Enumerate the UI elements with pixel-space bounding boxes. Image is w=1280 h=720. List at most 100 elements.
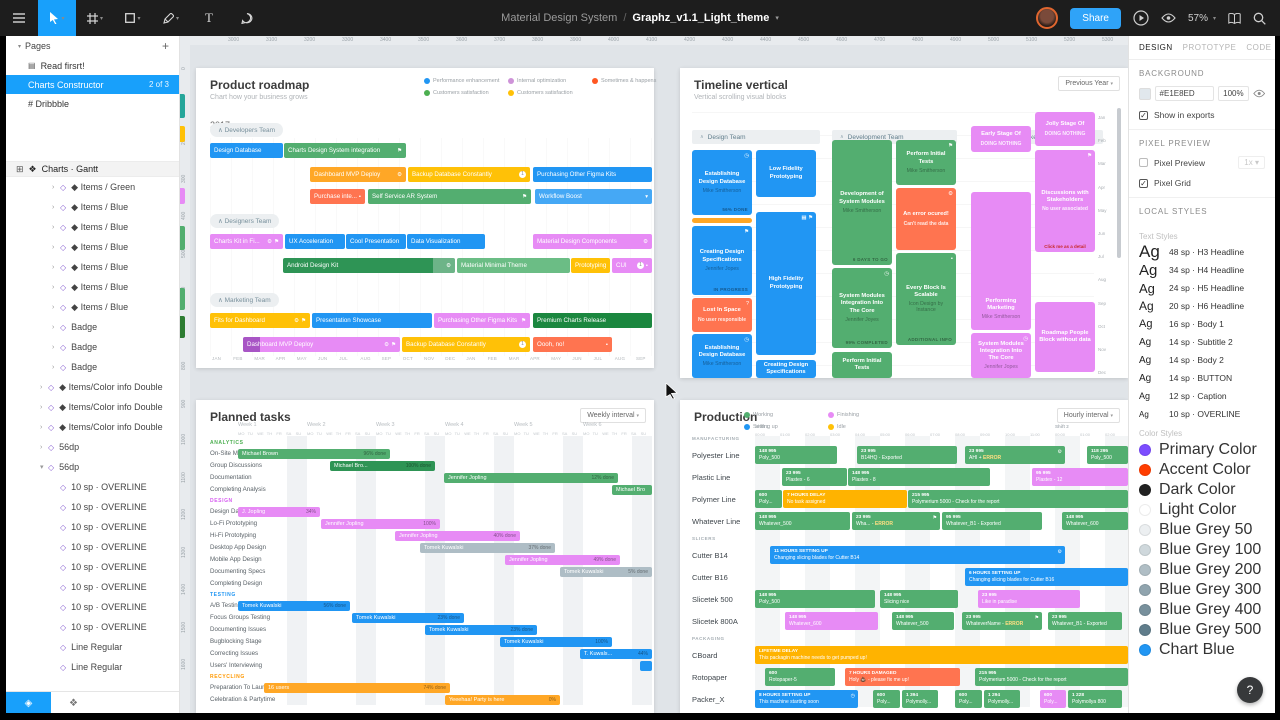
layer-root-frame[interactable]: ⊞ ❖ Charts · Gantt [6, 161, 179, 177]
gantt-bar[interactable] [640, 661, 652, 671]
gantt-bar[interactable]: Premium Charts Release [533, 313, 652, 328]
layer-row[interactable]: ◇ Line Regular [6, 657, 179, 677]
gantt-bar[interactable]: 148 995 Whatever_600 [1062, 512, 1128, 530]
layer-row[interactable]: › ◇ ◆ Items / Blue [6, 217, 179, 237]
gantt-bar[interactable]: Android Design Kit ⚙ [283, 258, 455, 273]
gantt-bar[interactable]: 215 995 Polymerium 5000 - Check for the r… [975, 668, 1128, 686]
layer-row[interactable]: › ◇ Badge [6, 317, 179, 337]
color-style-item[interactable]: Blue Grey 300 [1129, 580, 1275, 600]
gantt-bar[interactable]: 7 HOURS DELAY No task assigned [783, 490, 907, 508]
pen-tool-button[interactable]: ▾ [152, 0, 190, 36]
layer-expand-caret[interactable]: › [52, 303, 55, 311]
layer-row[interactable]: ◇ 10 sp · OVERLINE [6, 597, 179, 617]
gantt-bar[interactable]: 148 995 Plastex - 8 [848, 468, 990, 486]
gantt-bar[interactable]: CUI 1 ▪ [612, 258, 652, 273]
gantt-bar[interactable]: 148 995 Whatever_500 [755, 512, 850, 530]
text-style-item[interactable]: Ag 14 sp · Body 2 [1129, 351, 1275, 369]
timeline-card[interactable]: ◷ Establishing Design Database Mike Smithe… [692, 334, 752, 378]
layer-row[interactable]: › ◇ ◆ Items/Color info Double [6, 417, 179, 437]
gantt-bar[interactable]: 7 HOURS DAMAGED Holy 💩 - please fix me up… [845, 668, 960, 686]
layer-expand-caret[interactable]: › [40, 443, 43, 451]
pixel-preview-row[interactable]: Pixel Preview 1x ▾ [1139, 156, 1265, 169]
offscreen-object[interactable] [180, 288, 185, 310]
weekly-interval-dropdown[interactable]: Weekly interval ▾ [580, 408, 646, 423]
frame-production[interactable]: Production Working Finishing Setting up Idl… [680, 400, 1128, 713]
layer-expand-caret[interactable]: › [40, 423, 43, 431]
timeline-card[interactable] [692, 218, 752, 223]
gantt-bar[interactable]: 215 995 Polymerium 5000 - Check for the r… [908, 490, 1128, 508]
frame-timeline-vertical[interactable]: Timeline vertical Vertical scrolling vis… [680, 68, 1128, 378]
layer-row[interactable]: ▾ ◇ 56dp [6, 457, 179, 477]
color-style-item[interactable]: Dark Color [1129, 480, 1275, 500]
gantt-bar[interactable]: Cool Presentation [346, 234, 406, 249]
gantt-bar[interactable]: Michael Bro [612, 485, 652, 495]
gantt-bar[interactable]: 23 995 WhateverName - ERROR ⚑ [962, 612, 1042, 630]
color-style-item[interactable]: Blue Grey 500 [1129, 620, 1275, 640]
text-style-item[interactable]: Ag 12 sp · Caption [1129, 387, 1275, 405]
gantt-bar[interactable]: Tomek Kuwalski 56% done [238, 601, 350, 611]
gantt-bar[interactable]: Tomek Kuwalski 23% done [352, 613, 464, 623]
layer-row[interactable]: › ◇ ◆ Items / Blue [6, 277, 179, 297]
color-style-item[interactable]: Blue Grey 400 [1129, 600, 1275, 620]
shape-tool-button[interactable]: ▾ [114, 0, 152, 36]
gantt-bar[interactable]: Purchasing Other Figma Kits ⚑ [434, 313, 530, 328]
gantt-bar[interactable]: 148 995 Poly_500 [755, 446, 837, 464]
layer-expand-caret[interactable]: › [52, 343, 55, 351]
gantt-bar[interactable]: 148 995 Poly_500 [755, 590, 875, 608]
gantt-bar[interactable]: Tomek Kuwalski 37% done [420, 543, 555, 553]
gantt-bar[interactable]: Jennifer Jopling 100% [321, 519, 440, 529]
text-style-item[interactable]: Ag 10 sp · OVERLINE [1129, 405, 1275, 423]
gantt-bar[interactable]: 23 995 Whatever_B1 - Exported [1048, 612, 1122, 630]
offscreen-object[interactable] [180, 226, 185, 250]
eye-icon[interactable] [1252, 89, 1265, 98]
layer-expand-caret[interactable]: › [52, 243, 55, 251]
timeline-card[interactable]: Jolly Stage Of DOING NOTHING [1035, 112, 1095, 146]
layer-expand-caret[interactable]: › [52, 183, 55, 191]
gantt-bar[interactable]: 600 Poly... [955, 690, 982, 708]
timeline-card[interactable]: Creating Design Specifications [756, 360, 816, 378]
background-opacity-input[interactable]: 100% [1218, 86, 1249, 101]
color-style-item[interactable]: Blue Grey 50 [1129, 520, 1275, 540]
project-name[interactable]: Material Design System [501, 12, 618, 24]
timeline-card[interactable]: ⚑ Discussions with Stakeholders No user as… [1035, 150, 1095, 252]
checkbox-checked-icon[interactable]: ✓ [1139, 110, 1148, 120]
gantt-bar[interactable]: LIFETIME DELAY This packagin machine need… [755, 646, 1128, 664]
file-name[interactable]: Graphz_v1.1_Light_theme [632, 12, 770, 24]
layer-row[interactable]: › ◇ ◆ Items / Blue [6, 257, 179, 277]
pages-header[interactable]: ▾ Pages + [6, 36, 179, 56]
gantt-bar[interactable]: Michael Brown 96% done [238, 449, 390, 459]
layer-row[interactable]: › ◇ ◆ Items / Blue [6, 297, 179, 317]
gantt-bar[interactable]: Michael Bro... 100% done [330, 461, 435, 471]
gantt-bar[interactable]: Charts Design System integration ⚑ [284, 143, 406, 158]
gantt-bar[interactable]: Tomek Kuwalski 100% [500, 637, 612, 647]
card-link[interactable]: Click me as a detail [1044, 244, 1086, 249]
gantt-bar[interactable]: Dashboard MVP Deploy ⚙ ⚑ [243, 337, 400, 352]
timeline-scrollbar[interactable] [1117, 108, 1121, 258]
gantt-bar[interactable]: Data Visualization [407, 234, 485, 249]
text-style-item[interactable]: Ag 48 sp · H3 Headline [1129, 242, 1275, 261]
team-chip[interactable]: ∧ Marketing Team [210, 293, 279, 307]
gantt-bar[interactable]: 148 995 Slicing nice [880, 590, 958, 608]
color-style-item[interactable]: Accent Color [1129, 460, 1275, 480]
gantt-bar[interactable]: Jennifer Jopling 49% done [505, 555, 620, 565]
timeline-card[interactable]: Roadmap People Block without data [1035, 302, 1095, 372]
frame-product-roadmap[interactable]: Product roadmap Chart how your business … [196, 68, 656, 368]
gantt-bar[interactable]: 600 Rotopaper-5 [765, 668, 835, 686]
timeline-card[interactable]: Low Fidelity Prototyping [756, 150, 816, 197]
gantt-bar[interactable]: Yeeehaa! Party is here 0% [445, 695, 560, 705]
gantt-bar[interactable]: 95 995 Plastex - 12 [1032, 468, 1128, 486]
gantt-bar[interactable]: Backup Database Constantly 1 [408, 167, 530, 182]
gantt-bar[interactable]: Oooh, no! ▪ [533, 337, 612, 352]
search-button[interactable] [1253, 12, 1266, 25]
gantt-bar[interactable]: 95 995 Whatever_B1 - Exported [942, 512, 1042, 530]
team-chip[interactable]: ∧ Designers Team [210, 214, 280, 228]
layer-row[interactable]: ◇ 10 sp · OVERLINE [6, 577, 179, 597]
offscreen-object[interactable] [180, 316, 185, 338]
gantt-bar[interactable]: 600 Poly... [755, 490, 782, 508]
gantt-bar[interactable]: Purchasing Other Figma Kits [533, 167, 652, 182]
help-button[interactable]: ? [1237, 677, 1263, 703]
timeline-card[interactable]: ⚙ An error ocured! Can't read the data [896, 188, 956, 250]
team-chip[interactable]: ∧ Developers Team [210, 123, 284, 137]
timeline-card[interactable]: Performing Marketing Mike Smitherson [971, 192, 1031, 330]
offscreen-object[interactable] [180, 126, 185, 142]
